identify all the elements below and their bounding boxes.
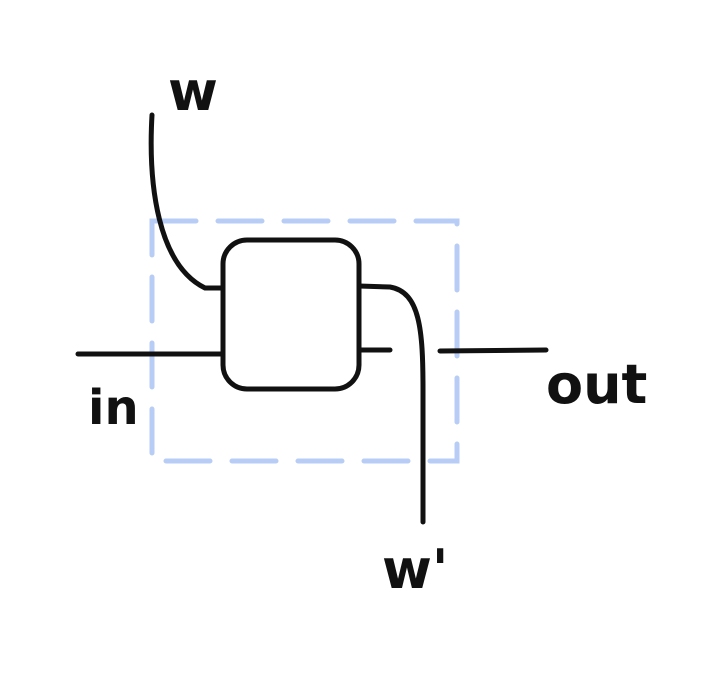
- label-right: out: [546, 353, 647, 416]
- top-wire: [148, 112, 226, 291]
- output-wire-outer: [437, 347, 549, 354]
- dashed-region: [149, 218, 460, 464]
- process-box: [220, 237, 362, 392]
- label-top: w: [168, 60, 218, 123]
- label-bottom: w': [382, 538, 448, 601]
- bottom-wire: [356, 283, 426, 525]
- label-left: in: [88, 380, 139, 436]
